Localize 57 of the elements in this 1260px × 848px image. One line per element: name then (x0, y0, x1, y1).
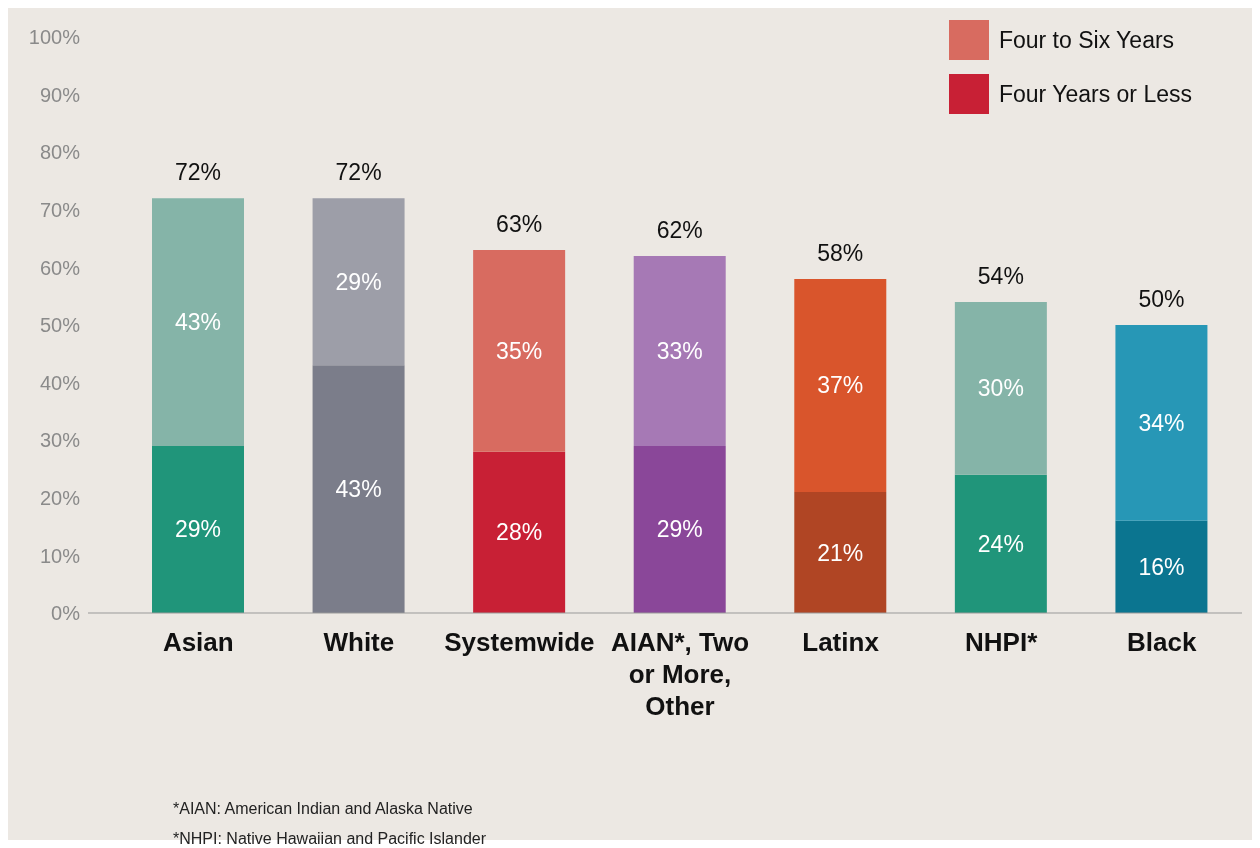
x-tick-label: NHPI* (965, 627, 1039, 657)
total-label: 62% (656, 216, 703, 243)
x-tick-label: White (323, 627, 395, 657)
data-label: 24% (977, 530, 1024, 557)
data-label: 43% (174, 309, 222, 336)
bar (633, 445, 726, 613)
total-label: 63% (496, 211, 543, 238)
data-label: 35% (496, 337, 543, 364)
y-tick-label: 50% (39, 314, 81, 337)
bar (1115, 325, 1208, 521)
x-tick-label: Black (1127, 627, 1197, 657)
data-label: 30% (977, 375, 1024, 402)
x-tick-label: Latinx (802, 627, 880, 657)
legend-label: Four to Six Years (998, 26, 1175, 54)
total-label: 72% (335, 159, 382, 186)
data-label: 34% (1138, 409, 1185, 436)
total-label: 58% (817, 239, 864, 266)
y-tick-label: 60% (39, 256, 81, 279)
bar (794, 278, 887, 493)
y-tick-label: 80% (39, 141, 81, 164)
data-label: 28% (496, 519, 543, 546)
bar (633, 255, 726, 446)
bar (312, 365, 405, 613)
y-tick-label: 100% (28, 26, 81, 49)
total-label: 54% (977, 262, 1024, 289)
y-tick-label: 0% (51, 602, 81, 625)
y-tick-label: 30% (39, 429, 81, 452)
y-tick-label: 20% (39, 486, 81, 509)
data-label: 29% (335, 268, 382, 295)
data-label: 33% (656, 337, 703, 364)
data-label: 43% (335, 476, 382, 503)
y-tick-label: 70% (39, 198, 81, 221)
total-label: 50% (1138, 286, 1185, 312)
y-tick-label: 40% (39, 371, 81, 394)
bar (954, 301, 1047, 475)
bar (954, 474, 1047, 613)
data-label: 16% (1138, 553, 1185, 580)
text: *NHPI: Native Hawaiian and Pacific Islander (173, 829, 487, 848)
x-tick-label: AIAN*, Two or More, Other (610, 627, 750, 721)
bar (152, 198, 244, 446)
x-tick-label: Asian (162, 627, 234, 657)
legend-label: Four Years or Less (998, 80, 1192, 108)
bar (1115, 520, 1208, 613)
y-tick-label: 10% (39, 544, 81, 567)
data-label: 29% (656, 516, 703, 543)
y-tick-label: 90% (39, 83, 81, 106)
bar (312, 198, 405, 366)
text: *AIAN: American Indian and Alaska Native (173, 799, 474, 819)
x-tick-label: Systemwide (444, 627, 595, 657)
bar (794, 492, 887, 613)
total-label: 72% (174, 159, 222, 186)
bar (152, 445, 244, 613)
bar (473, 451, 566, 613)
data-label: 37% (817, 372, 864, 399)
bar (473, 250, 566, 452)
data-label: 21% (817, 539, 864, 566)
data-label: 29% (174, 516, 222, 543)
